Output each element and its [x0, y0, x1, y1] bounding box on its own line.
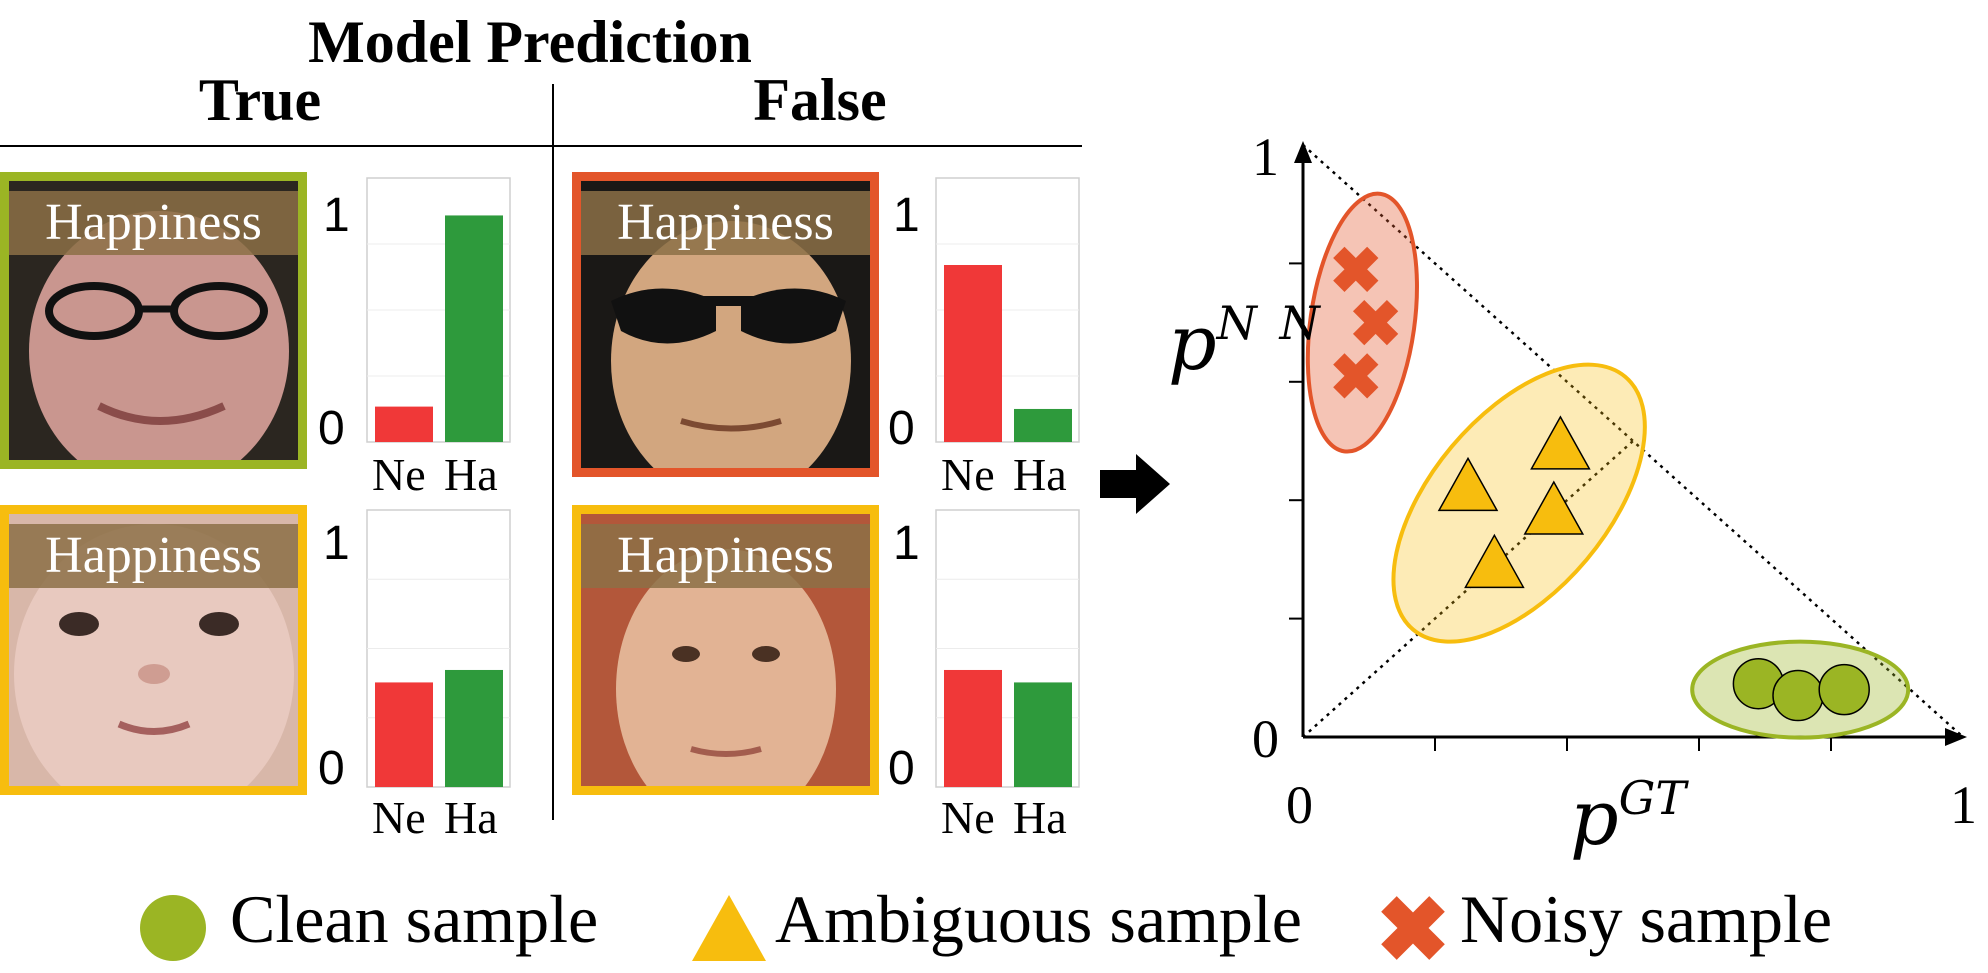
y-tick-1: 1 [1252, 127, 1279, 187]
bar-cat-ha: Ha [444, 449, 498, 500]
ambiguous-marker [1464, 533, 1525, 589]
bar-cat-ha: Ha [444, 792, 498, 843]
bar-tick-0: 0 [888, 742, 915, 795]
noisy-marker [1352, 299, 1399, 346]
bar-cat-ha: Ha [1013, 792, 1067, 843]
y-axis-arrowhead [1294, 141, 1312, 163]
bar-tick-0: 0 [888, 402, 915, 455]
bar-tick-1: 1 [323, 517, 350, 570]
bar-cat-ne: Ne [941, 792, 995, 843]
clean-marker [1818, 663, 1870, 716]
legend-noisy-icon [1381, 896, 1445, 960]
noisy-marker [1333, 353, 1379, 399]
bar-cat-ha: Ha [1013, 449, 1067, 500]
bar-neutral [944, 669, 1002, 787]
x-tick-1: 1 [1950, 775, 1977, 835]
face-panel-false-bottom: Happiness [572, 505, 879, 795]
bar-cat-ne: Ne [941, 449, 995, 500]
bar-tick-0: 0 [318, 742, 345, 795]
bar-cat-ne: Ne [372, 792, 426, 843]
bar-happiness [1014, 682, 1072, 787]
ambiguous-marker [1437, 456, 1499, 512]
column-header-true: True [198, 67, 322, 133]
bar-cat-ne: Ne [372, 449, 426, 500]
header-rules [0, 84, 1082, 820]
legend-ambiguous-icon [692, 895, 766, 961]
x-tick-0: 0 [1286, 775, 1313, 835]
bar-tick-1: 1 [893, 189, 920, 242]
sum-boundary-line [1302, 144, 1964, 738]
bar-tick-1: 1 [893, 517, 920, 570]
y-tick-0: 0 [1252, 709, 1279, 769]
diagonal-line [1302, 440, 1634, 738]
face-panel-true-top: Happiness [0, 172, 307, 469]
ambiguous-marker [1523, 480, 1585, 535]
bar-happiness [445, 215, 503, 442]
bar-tick-1: 1 [323, 189, 350, 242]
panel-caption: Happiness [581, 524, 870, 588]
bar-happiness [445, 669, 503, 787]
legend-noisy-label: Noisy sample [1460, 881, 1833, 957]
panel-caption: Happiness [581, 191, 870, 255]
ambiguous-group-ellipse [1391, 362, 1647, 644]
legend-clean-icon [140, 895, 206, 961]
x-axis-label: pGT [1570, 771, 1687, 862]
noisy-marker [1333, 246, 1379, 292]
panel-caption: Happiness [9, 524, 298, 588]
face-panel-false-top: Happiness [572, 172, 879, 477]
bar-charts [366, 177, 1080, 788]
y-axis-label: pN N [1168, 296, 1324, 387]
x-axis-arrowhead [1945, 728, 1967, 746]
bar-neutral [375, 406, 433, 442]
arrow-icon [1100, 454, 1170, 514]
bar-happiness [1014, 408, 1072, 442]
legend-clean-label: Clean sample [230, 881, 599, 957]
column-header-false: False [753, 67, 887, 133]
panel-caption: Happiness [9, 191, 298, 255]
clean-marker [1772, 669, 1824, 722]
legend-ambiguous-label: Ambiguous sample [775, 881, 1302, 957]
bar-neutral [375, 682, 433, 787]
face-panel-true-bottom: Happiness [0, 505, 307, 795]
bar-neutral [944, 265, 1002, 442]
bar-tick-0: 0 [318, 402, 345, 455]
ambiguous-marker [1530, 415, 1591, 470]
figure-title: Model Prediction [308, 9, 752, 75]
